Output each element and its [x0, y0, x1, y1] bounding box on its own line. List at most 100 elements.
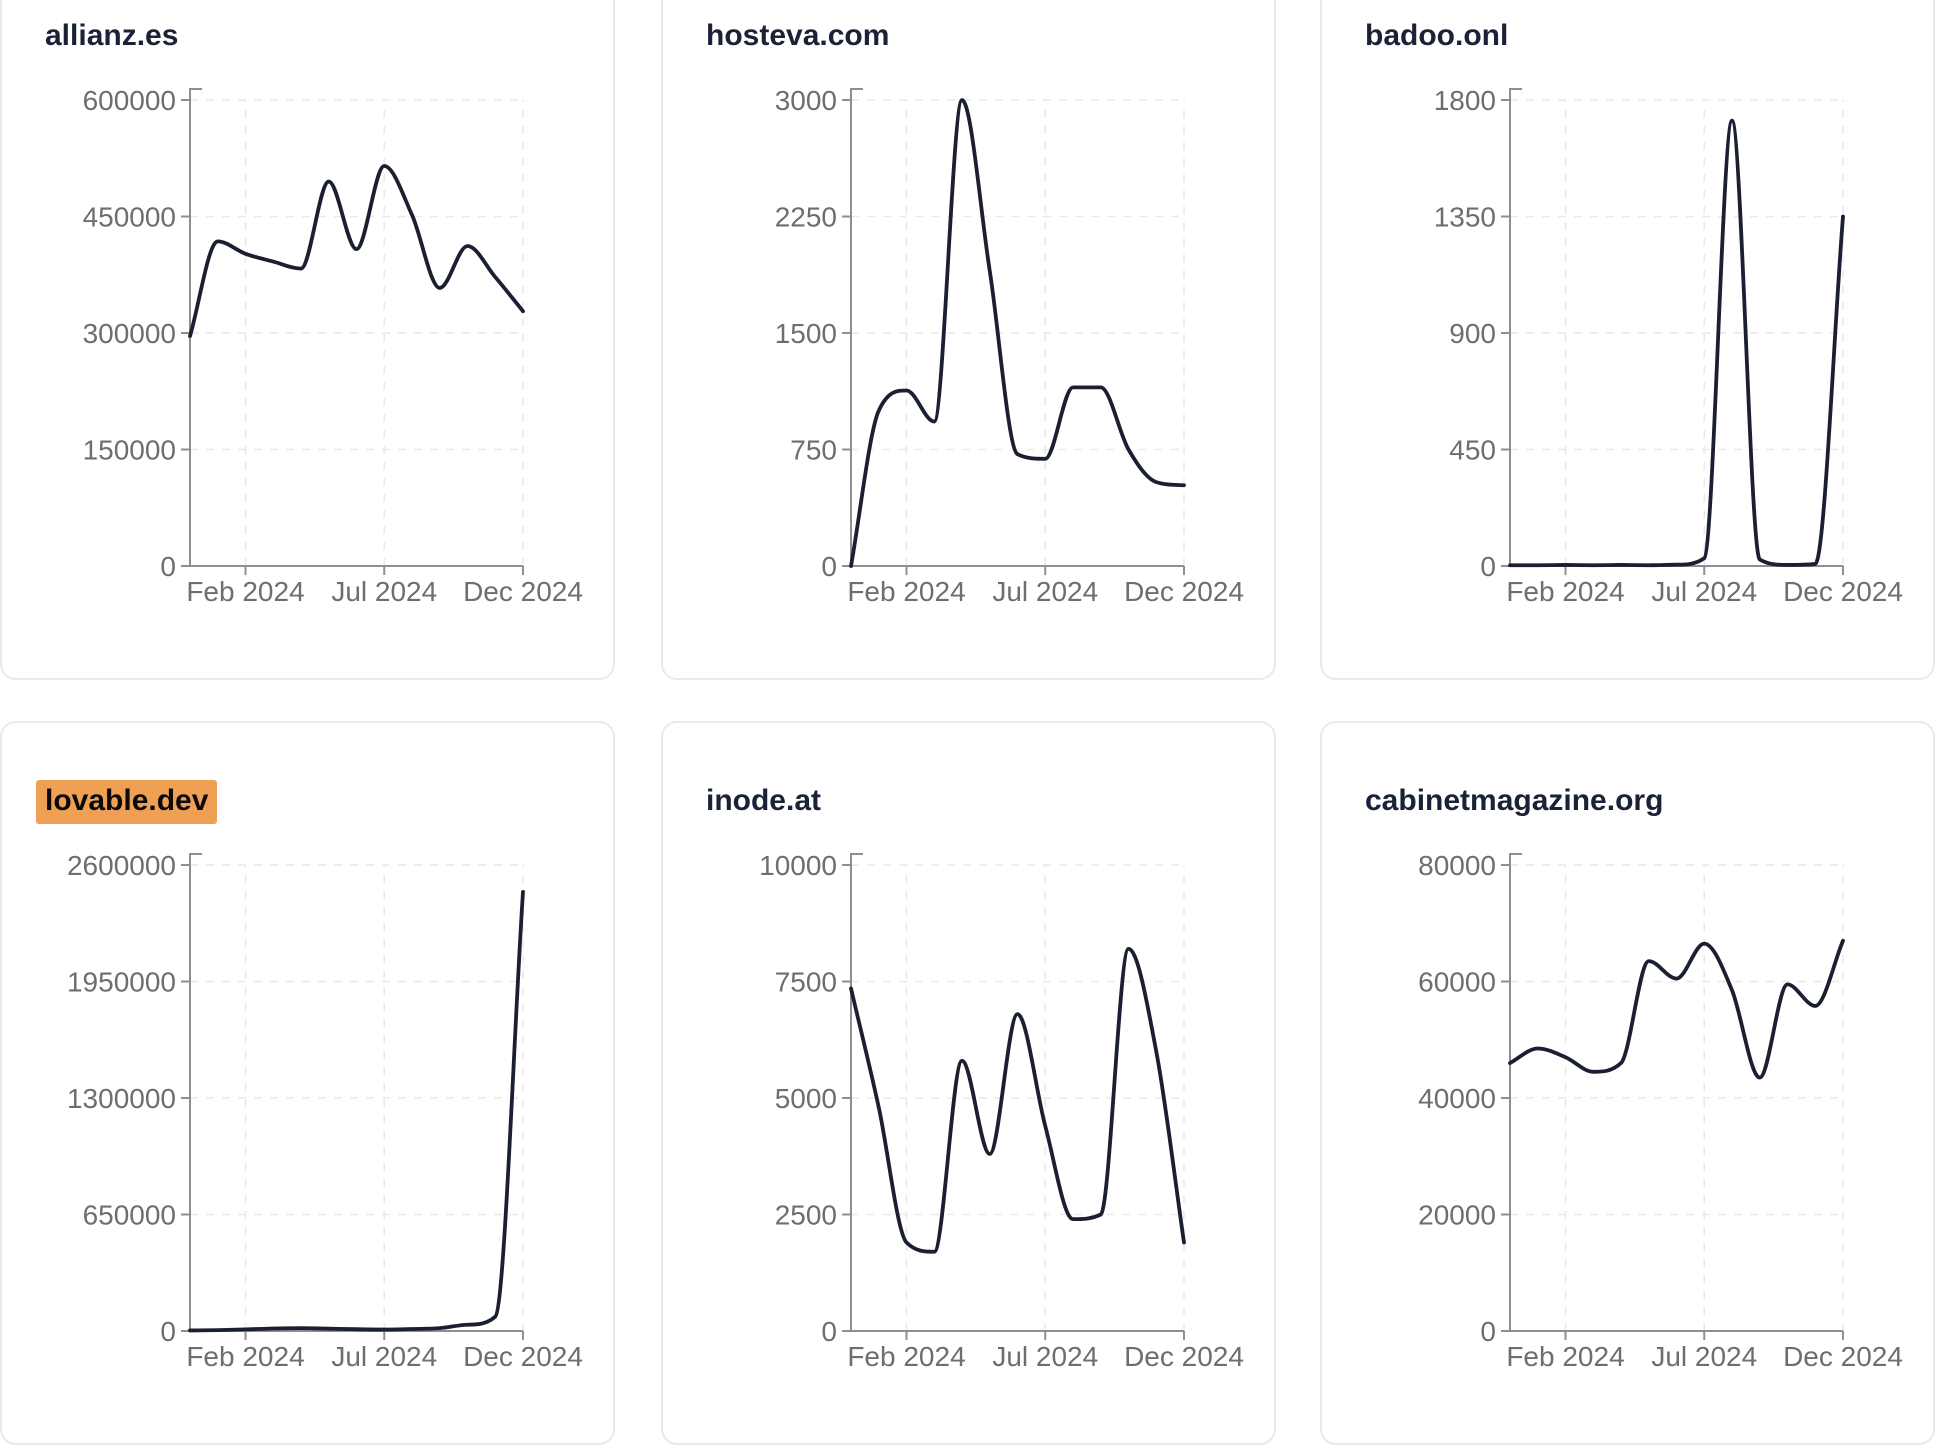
gridlines: [190, 864, 524, 1331]
y-tick-label: 80000: [1418, 850, 1496, 881]
chart-title-text: allianz.es: [45, 19, 179, 52]
x-tick-label: Feb 2024: [186, 1341, 304, 1372]
chart-title: allianz.es: [45, 18, 178, 54]
series-line: [1508, 118, 1845, 568]
y-tick-label: 0: [821, 1316, 837, 1347]
chart-title: inode.at: [706, 783, 821, 819]
x-tick-label: Feb 2024: [1506, 576, 1624, 607]
axes: [842, 88, 1185, 575]
y-tick-label: 2600000: [67, 850, 176, 881]
chart-card-hosteva-com[interactable]: hosteva.com 0 750 1500 2250 3000 Feb 2024 Jul …: [661, 0, 1276, 680]
y-tick-label: 60000: [1418, 967, 1496, 998]
chart-title-text: hosteva.com: [706, 19, 890, 52]
series-line: [188, 164, 525, 339]
x-tick-label: Feb 2024: [847, 576, 965, 607]
chart-title: cabinetmagazine.org: [1365, 783, 1663, 819]
chart-title-text: badoo.onl: [1365, 19, 1509, 52]
tick-labels: 0 450 900 1350 1800 Feb 2024 Jul 2024 Dec 2024: [1434, 85, 1903, 607]
chart-card-cabinetmagazine-org[interactable]: cabinetmagazine.org 0 20000 40000 60000 8000…: [1320, 721, 1935, 1445]
x-tick-label: Feb 2024: [186, 576, 304, 607]
x-tick-label: Jul 2024: [992, 1341, 1098, 1372]
y-tick-label: 2500: [775, 1200, 837, 1231]
axis-domain: [189, 88, 523, 567]
chart-card-badoo-onl[interactable]: badoo.onl 0 450 900 1350 1800 Feb 2024 Jul 202…: [1320, 0, 1935, 680]
y-tick-label: 3000: [775, 85, 837, 116]
tick-labels: 0 750 1500 2250 3000 Feb 2024 Jul 2024 Dec 2024: [775, 85, 1244, 607]
y-tick-label: 150000: [83, 435, 176, 466]
line-chart: 0 650000 1300000 1950000 2600000 Feb 2024 Jul …: [67, 850, 583, 1372]
line-chart: 0 20000 40000 60000 80000 Feb 2024 Jul 2024 Dec…: [1418, 850, 1903, 1372]
y-tick-label: 5000: [775, 1083, 837, 1114]
axes: [181, 853, 524, 1340]
y-tick-label: 1950000: [67, 967, 176, 998]
y-tick-label: 20000: [1418, 1200, 1496, 1231]
y-tick-label: 0: [1480, 551, 1496, 582]
axes: [842, 853, 1185, 1340]
y-tick-label: 900: [1449, 318, 1496, 349]
chart-title: hosteva.com: [706, 18, 889, 54]
chart-title: badoo.onl: [1365, 18, 1508, 54]
tick-labels: 0 20000 40000 60000 80000 Feb 2024 Jul 2024 Dec…: [1418, 850, 1903, 1372]
y-tick-label: 10000: [759, 850, 837, 881]
chart-title: lovable.dev: [36, 780, 218, 824]
axes: [1501, 88, 1844, 575]
axis-domain: [850, 88, 1184, 567]
y-tick-label: 450: [1449, 435, 1496, 466]
chart-card-lovable-dev[interactable]: lovable.dev 0 650000 1300000 1950000 2600000…: [0, 721, 615, 1445]
y-tick-label: 300000: [83, 318, 176, 349]
gridlines: [851, 99, 1185, 566]
series-line: [849, 946, 1186, 1254]
series-line: [1508, 938, 1845, 1080]
line-chart: 0 750 1500 2250 3000 Feb 2024 Jul 2024 Dec 2024: [775, 85, 1244, 607]
y-tick-label: 450000: [83, 202, 176, 233]
chart-title-text: inode.at: [706, 784, 822, 817]
x-tick-label: Jul 2024: [331, 576, 437, 607]
gridlines: [190, 99, 524, 566]
x-tick-label: Feb 2024: [847, 1341, 965, 1372]
y-tick-label: 0: [160, 1316, 176, 1347]
tick-labels: 0 2500 5000 7500 10000 Feb 2024 Jul 2024 Dec 20…: [759, 850, 1244, 1372]
x-tick-label: Jul 2024: [1651, 576, 1757, 607]
x-tick-label: Dec 2024: [1783, 576, 1903, 607]
y-tick-label: 1350: [1434, 202, 1496, 233]
y-tick-label: 40000: [1418, 1083, 1496, 1114]
axis-domain: [1509, 88, 1843, 567]
x-tick-label: Jul 2024: [1651, 1341, 1757, 1372]
chart-card-inode-at[interactable]: inode.at 0 2500 5000 7500 10000 Feb 2024 Jul 2…: [661, 721, 1276, 1445]
y-tick-label: 650000: [83, 1200, 176, 1231]
axes: [181, 88, 524, 575]
y-tick-label: 0: [821, 551, 837, 582]
x-tick-label: Dec 2024: [1124, 576, 1244, 607]
axis-domain: [850, 853, 1184, 1332]
y-tick-label: 600000: [83, 85, 176, 116]
tick-labels: 0 150000 300000 450000 600000 Feb 2024 Jul 202…: [83, 85, 583, 607]
x-tick-label: Dec 2024: [463, 1341, 583, 1372]
chart-title-text: cabinetmagazine.org: [1365, 784, 1664, 817]
line-chart: 0 150000 300000 450000 600000 Feb 2024 Jul 202…: [83, 85, 583, 607]
y-tick-label: 1300000: [67, 1083, 176, 1114]
y-tick-label: 750: [790, 435, 837, 466]
gridlines: [1510, 864, 1844, 1331]
x-tick-label: Feb 2024: [1506, 1341, 1624, 1372]
series-line: [188, 889, 525, 1333]
x-tick-label: Jul 2024: [992, 576, 1098, 607]
x-tick-label: Dec 2024: [1783, 1341, 1903, 1372]
y-tick-label: 2250: [775, 202, 837, 233]
axes: [1501, 853, 1844, 1340]
series-line: [849, 98, 1186, 568]
line-chart: 0 2500 5000 7500 10000 Feb 2024 Jul 2024 Dec 20…: [759, 850, 1244, 1372]
y-tick-label: 1500: [775, 318, 837, 349]
gridlines: [1510, 99, 1844, 566]
line-chart: 0 450 900 1350 1800 Feb 2024 Jul 2024 Dec 2024: [1434, 85, 1903, 607]
tick-labels: 0 650000 1300000 1950000 2600000 Feb 2024 Jul …: [67, 850, 583, 1372]
y-tick-label: 1800: [1434, 85, 1496, 116]
x-tick-label: Jul 2024: [331, 1341, 437, 1372]
y-tick-label: 0: [1480, 1316, 1496, 1347]
axis-domain: [189, 853, 523, 1332]
x-tick-label: Dec 2024: [463, 576, 583, 607]
axis-domain: [1509, 853, 1843, 1332]
gridlines: [851, 864, 1185, 1331]
y-tick-label: 0: [160, 551, 176, 582]
chart-card-allianz-es[interactable]: allianz.es 0 150000 300000 450000 600000 Feb …: [0, 0, 615, 680]
